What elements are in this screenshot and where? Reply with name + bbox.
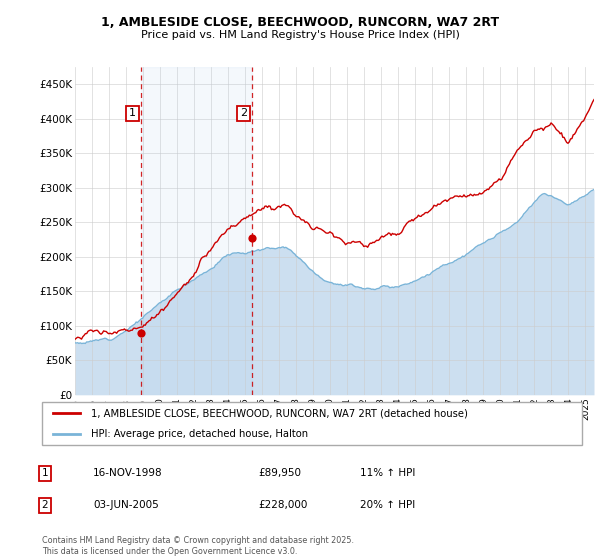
Text: HPI: Average price, detached house, Halton: HPI: Average price, detached house, Halt… <box>91 430 308 439</box>
Text: 11% ↑ HPI: 11% ↑ HPI <box>360 468 415 478</box>
Text: 1: 1 <box>41 468 49 478</box>
Text: £89,950: £89,950 <box>258 468 301 478</box>
Point <box>136 328 146 337</box>
Text: 2: 2 <box>41 500 49 510</box>
Bar <box>141 67 253 395</box>
FancyBboxPatch shape <box>42 402 582 445</box>
Text: 1, AMBLESIDE CLOSE, BEECHWOOD, RUNCORN, WA7 2RT (detached house): 1, AMBLESIDE CLOSE, BEECHWOOD, RUNCORN, … <box>91 408 467 418</box>
Text: 16-NOV-1998: 16-NOV-1998 <box>93 468 163 478</box>
Text: Price paid vs. HM Land Registry's House Price Index (HPI): Price paid vs. HM Land Registry's House … <box>140 30 460 40</box>
Text: 2: 2 <box>240 109 247 118</box>
Text: £228,000: £228,000 <box>258 500 307 510</box>
Point <box>248 233 257 242</box>
Text: Contains HM Land Registry data © Crown copyright and database right 2025.
This d: Contains HM Land Registry data © Crown c… <box>42 536 354 556</box>
Text: 1, AMBLESIDE CLOSE, BEECHWOOD, RUNCORN, WA7 2RT: 1, AMBLESIDE CLOSE, BEECHWOOD, RUNCORN, … <box>101 16 499 29</box>
Text: 03-JUN-2005: 03-JUN-2005 <box>93 500 159 510</box>
Text: 20% ↑ HPI: 20% ↑ HPI <box>360 500 415 510</box>
Text: 1: 1 <box>129 109 136 118</box>
